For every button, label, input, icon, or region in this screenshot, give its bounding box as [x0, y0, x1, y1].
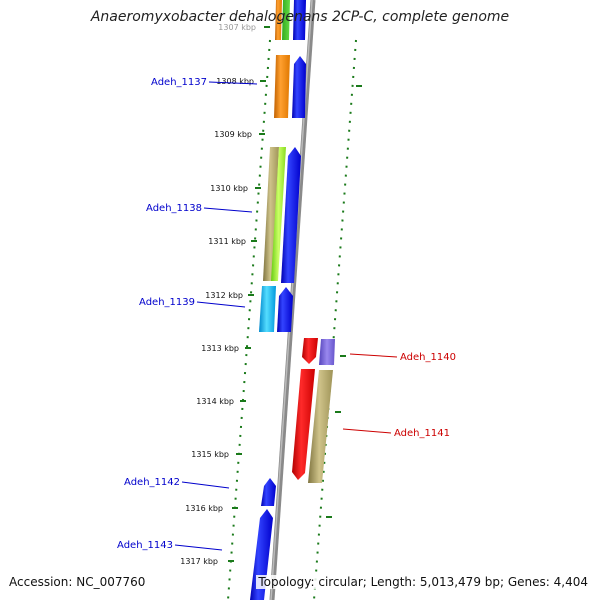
gene-label-group: Adeh_1137 Adeh_1138 Adeh_1139 Adeh_1140 … — [117, 77, 456, 551]
gene-label-adeh-1143[interactable]: Adeh_1143 — [117, 540, 173, 551]
gene-feature-orange-top[interactable] — [275, 0, 282, 40]
ruler-tick: 1315 kbp — [191, 450, 242, 459]
genome-summary: Topology: circular; Length: 5,013,479 bp… — [256, 575, 590, 589]
gene-feature-blue-1138[interactable] — [281, 147, 301, 283]
gene-feature-blue-top[interactable] — [293, 0, 306, 40]
gene-label-adeh-1138[interactable]: Adeh_1138 — [146, 203, 202, 214]
ruler-tick-label: 1312 kbp — [205, 291, 243, 300]
ruler-tick: 1316 kbp — [185, 504, 238, 513]
gene-feature-olive-1138[interactable] — [263, 147, 279, 281]
ruler-tick: 1311 kbp — [208, 237, 257, 246]
ruler-tick: 1312 kbp — [205, 291, 254, 300]
map-title: Anaeromyxobacter dehalogenans 2CP-C, com… — [90, 9, 510, 25]
ruler-tick-label: 1309 kbp — [214, 130, 252, 139]
gene-label-adeh-1141[interactable]: Adeh_1141 — [394, 428, 450, 439]
gene-feature-lime-1138[interactable] — [271, 147, 286, 281]
gene-features — [250, 0, 335, 600]
ruler-tick: 1308 kbp — [216, 77, 266, 86]
gene-feature-green-top[interactable] — [282, 0, 290, 40]
ruler: 1307 kbp 1308 kbp 1309 kbp 1310 kbp 1311… — [180, 23, 362, 566]
ruler-tick-label: 1308 kbp — [216, 77, 254, 86]
gene-feature-blue-1142[interactable] — [261, 478, 276, 506]
gene-feature-purple-1140[interactable] — [319, 339, 335, 365]
gene-label-adeh-1142[interactable]: Adeh_1142 — [124, 477, 180, 488]
ruler-tick-label: 1315 kbp — [191, 450, 229, 459]
ruler-tick-label: 1314 kbp — [196, 397, 234, 406]
ruler-tick: 1307 kbp — [218, 23, 270, 32]
gene-feature-red-1141[interactable] — [292, 369, 315, 480]
ruler-tick: 1310 kbp — [210, 184, 261, 193]
gene-label-adeh-1140[interactable]: Adeh_1140 — [400, 352, 456, 363]
gene-feature-orange-1137[interactable] — [274, 55, 290, 118]
ruler-tick: 1317 kbp — [180, 557, 234, 566]
gene-feature-blue-1143[interactable] — [250, 509, 273, 600]
gene-feature-cyan-1139[interactable] — [259, 286, 276, 332]
gene-label-adeh-1139[interactable]: Adeh_1139 — [139, 297, 195, 308]
ruler-tick-label: 1316 kbp — [185, 504, 223, 513]
gene-feature-blue-1139[interactable] — [277, 287, 293, 332]
gene-feature-red-1140[interactable] — [302, 338, 318, 364]
ruler-tick: 1309 kbp — [214, 130, 265, 139]
ruler-tick: 1313 kbp — [201, 344, 251, 353]
ruler-tick-label: 1311 kbp — [208, 237, 246, 246]
right-dot-track — [313, 39, 357, 600]
gene-label-adeh-1137[interactable]: Adeh_1137 — [151, 77, 207, 88]
gene-feature-blue-1137[interactable] — [292, 56, 306, 118]
ruler-tick-label: 1317 kbp — [180, 557, 218, 566]
left-dot-track — [227, 39, 271, 600]
ruler-tick-label: 1313 kbp — [201, 344, 239, 353]
ruler-tick: 1314 kbp — [196, 397, 246, 406]
ruler-tick-label: 1310 kbp — [210, 184, 248, 193]
accession-label: Accession: NC_007760 — [9, 575, 146, 589]
gene-feature-khaki-1141[interactable] — [308, 370, 333, 483]
ruler-tick-label: 1307 kbp — [218, 23, 256, 32]
